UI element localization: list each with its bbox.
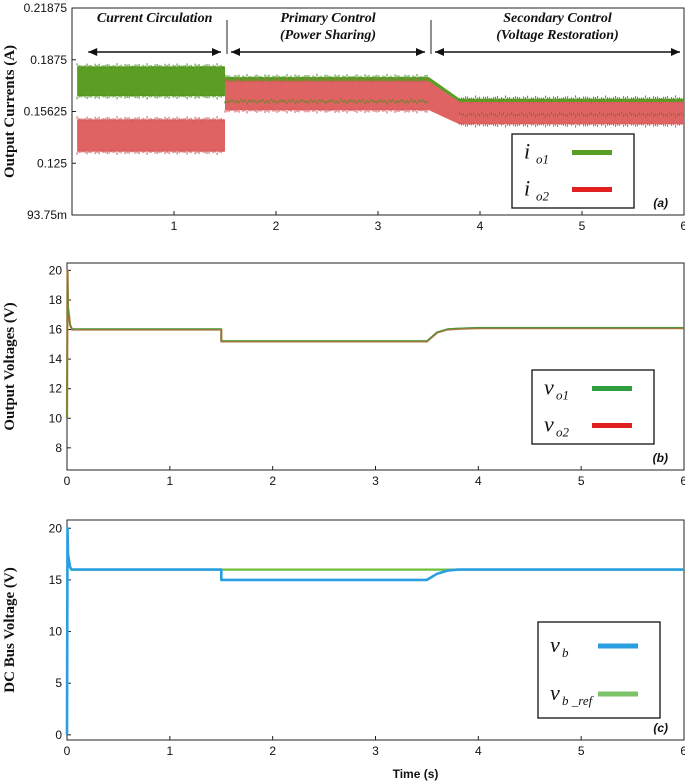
x-tick-label: 3 [375,219,382,233]
x-tick-label: 2 [269,474,276,488]
series-line-vo1-overlay [66,269,684,418]
y-tick-label: 8 [55,441,62,455]
legend-box [531,369,655,445]
region-arrow-head-right [212,48,221,56]
region-arrow-head-left [88,48,98,56]
region-annotation-text: (Voltage Restoration) [496,28,619,43]
x-tick-label: 4 [475,474,482,488]
legend-subscript: o2 [536,189,550,204]
legend-symbol: v [550,680,560,705]
band-io1-noise [459,95,685,118]
x-tick-label: 0 [64,474,71,488]
y-tick-label: 14 [49,352,63,366]
y-tick-label: 10 [49,411,63,425]
band-io1-noise [224,73,428,105]
x-tick-label: 4 [477,219,484,233]
region-annotation-text: (Power Sharing) [280,28,376,43]
x-tick-label: 2 [269,744,276,758]
x-tick-label: 1 [166,474,173,488]
y-tick-label: 20 [49,521,63,535]
band-io2-transition [429,81,460,125]
x-axis-label: Time (s) [393,767,439,781]
x-tick-label: 3 [372,744,379,758]
region-arrow-head-right [416,48,425,56]
legend-subscript: o2 [556,425,570,440]
legend-symbol: i [524,139,530,164]
x-tick-label: 4 [475,744,482,758]
x-tick-label: 6 [680,474,685,488]
x-tick-label: 6 [680,219,685,233]
y-tick-label: 0.15625 [24,105,68,119]
y-tick-label: 12 [49,382,63,396]
legend-symbol: v [544,412,554,437]
y-tick-label: 20 [49,263,63,277]
x-tick-label: 5 [579,219,586,233]
region-arrow-head-right [671,48,680,56]
y-tick-label: 10 [49,625,63,639]
y-tick-label: 15 [49,573,63,587]
band-io2-segment [459,101,684,125]
x-tick-label: 6 [680,744,685,758]
band-io2-segment [77,119,225,152]
legend-subscript: b _ref [562,693,595,708]
y-tick-label: 0.125 [37,156,67,170]
legend: v o1v o2 [531,369,655,445]
legend-box [511,133,635,209]
x-tick-label: 2 [273,219,280,233]
y-tick-label: 0.1875 [30,53,67,67]
x-tick-label: 1 [166,744,173,758]
y-tick-label: 93.75m [27,208,67,222]
legend-subscript: o1 [556,388,569,403]
y-axis-label: Output Voltages (V) [2,302,18,430]
panel-label: (b) [653,451,668,465]
legend-subscript: b [562,645,569,660]
band-io1-segment [77,66,225,97]
legend-symbol: i [524,176,530,201]
x-tick-label: 1 [171,219,178,233]
panel-1: 0.21875 0.1875 0.15625 0.125 93.75m 1 2 3 4 5 6 Out… [2,1,685,233]
band-io2-segment [225,81,429,111]
band-io2-noise [224,78,428,114]
legend: i o1 i o2 [511,133,635,209]
legend-subscript: o1 [536,152,549,167]
legend-box [537,621,661,719]
y-tick-label: 0 [55,728,62,742]
region-arrow-head-left [231,48,240,56]
region-annotation-text: Secondary Control [503,11,612,26]
x-tick-label: 5 [578,744,585,758]
panel-label: (a) [653,196,668,210]
legend: v bv b _ref [537,621,661,719]
band-io2-noise [459,98,685,128]
region-arrow-head-left [435,48,444,56]
y-tick-label: 18 [49,293,63,307]
y-axis-label: DC Bus Voltage (V) [2,567,18,692]
y-tick-label: 16 [49,323,63,337]
panel-3: 20 15 10 5 00 1 2 3 4 5 6 DC Bus Voltage (V) Time (s… [2,519,685,781]
y-tick-label: 5 [55,676,62,690]
legend-symbol: v [544,375,554,400]
series-line-vb [65,526,684,735]
x-tick-label: 3 [372,474,379,488]
region-annotation-text: Current Circulation [97,11,213,26]
x-tick-label: 5 [578,474,585,488]
region-annotation-text: Primary Control [280,11,375,26]
y-axis-label: Output Currents (A) [2,45,18,178]
panel-label: (c) [653,721,668,735]
y-tick-label: 0.21875 [24,1,68,15]
legend-symbol: v [550,632,560,657]
x-tick-label: 0 [64,744,71,758]
band-io2-noise [76,116,224,155]
band-io1-noise [76,63,224,100]
